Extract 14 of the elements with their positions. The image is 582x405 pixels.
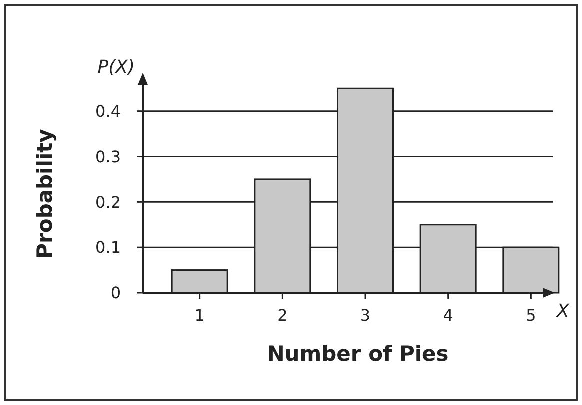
y-tick-label: 0 <box>110 284 121 303</box>
y-tick-label: 0.2 <box>96 192 121 212</box>
x-tick-label: 2 <box>278 306 288 325</box>
y-tick-label: 0.1 <box>96 238 121 258</box>
x-axis-title: Number of Pies <box>267 342 449 366</box>
text: P(X) <box>98 57 135 78</box>
y-axis-title: Probability <box>33 128 57 259</box>
x-tick-label: 4 <box>443 306 454 325</box>
y-tick-label: 0.3 <box>96 147 121 166</box>
x-tick-label: 1 <box>194 306 205 325</box>
x-tick-label: 3 <box>360 306 371 325</box>
y-tick-label: 0.4 <box>96 102 121 121</box>
text: X <box>556 301 570 322</box>
x-tick-label: 5 <box>526 306 536 325</box>
